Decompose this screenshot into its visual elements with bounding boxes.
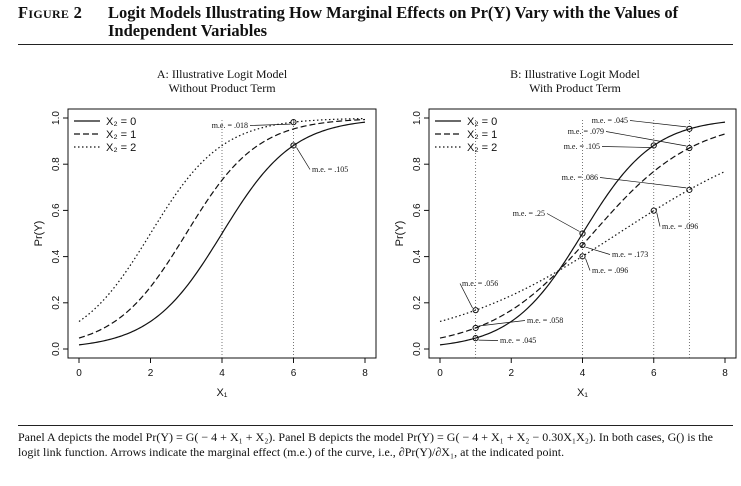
y-tick-label: 0.4	[412, 249, 423, 263]
annotation-arrow	[478, 320, 526, 327]
marked-point	[686, 125, 693, 132]
series-line	[439, 121, 726, 346]
marked-point	[472, 307, 479, 314]
figure-label: Figure 2	[18, 3, 83, 22]
y-tick-label: 0.0	[51, 342, 62, 356]
marked-point	[472, 335, 479, 342]
x-tick-label: 4	[580, 368, 586, 379]
marked-point	[472, 324, 479, 332]
legend-entry: X₂ = 1	[467, 129, 497, 141]
annotation-arrow	[599, 177, 687, 189]
annotation-arrow	[546, 213, 580, 232]
annotation-label: m.e. = .045	[500, 336, 536, 345]
x-tick-label: 0	[76, 368, 82, 379]
y-tick-label: 0.2	[412, 295, 423, 309]
top-rule	[18, 44, 733, 45]
y-tick-label: 0.8	[412, 157, 423, 171]
annotation-arrow	[629, 120, 687, 128]
marked-point	[686, 186, 693, 193]
panel-title: B: Illustrative Logit Model	[510, 67, 640, 81]
x-tick-label: 8	[362, 368, 368, 379]
series-line	[78, 121, 366, 346]
marked-point	[650, 207, 657, 214]
x-tick-label: 8	[722, 368, 728, 379]
annotation-label: m.e. = .079	[568, 127, 604, 136]
annotation-label: m.e. = .105	[564, 142, 600, 151]
marked-point	[290, 142, 297, 149]
panel-title: A: Illustrative Logit Model	[157, 67, 288, 81]
x-axis-label: X₁	[577, 387, 588, 399]
panel-subtitle: With Product Term	[529, 81, 621, 95]
annotation-label: m.e. = .045	[592, 116, 628, 125]
y-axis-label: Pr(Y)	[33, 221, 45, 247]
series-line	[439, 170, 726, 323]
legend-entry: X₂ = 1	[106, 129, 136, 141]
series-line	[78, 117, 366, 322]
legend-entry: X₂ = 2	[106, 142, 136, 154]
annotation-arrow	[585, 258, 591, 271]
annotation-arrow	[656, 212, 661, 227]
marked-point	[290, 119, 297, 126]
figure-caption: Panel A depicts the model Pr(Y) = G( − 4…	[18, 430, 713, 459]
annotation-label: m.e. = .105	[312, 165, 348, 174]
annotation-arrow	[601, 146, 651, 148]
y-tick-label: 0.6	[412, 203, 423, 217]
marked-point	[579, 253, 586, 260]
annotation-label: m.e. = .25	[513, 209, 545, 218]
figure-title: Logit Models Illustrating How Marginal E…	[108, 3, 679, 40]
annotation-arrow	[296, 147, 311, 170]
caption-rule	[18, 425, 733, 426]
annotation-label: m.e. = .173	[612, 250, 648, 259]
x-tick-label: 4	[219, 368, 225, 379]
marked-point	[650, 142, 657, 149]
series-line	[439, 133, 726, 339]
legend-entry: X₂ = 0	[106, 116, 136, 128]
y-tick-label: 1.0	[51, 111, 62, 125]
x-tick-label: 2	[148, 368, 154, 379]
marked-point	[686, 144, 693, 152]
annotation-label: m.e. = .096	[592, 266, 628, 275]
annotation-label: m.e. = .056	[462, 279, 498, 288]
legend-entry: X₂ = 0	[467, 116, 497, 128]
y-tick-label: 1.0	[412, 111, 423, 125]
y-axis-label: Pr(Y)	[394, 221, 406, 247]
y-tick-label: 0.0	[412, 342, 423, 356]
annotation-arrow	[249, 123, 291, 126]
y-tick-label: 0.4	[51, 249, 62, 263]
annotation-label: m.e. = .086	[562, 173, 598, 182]
legend-entry: X₂ = 2	[467, 142, 497, 154]
annotation-label: m.e. = .058	[527, 316, 563, 325]
marked-point	[579, 230, 586, 237]
x-tick-label: 6	[291, 368, 297, 379]
y-tick-label: 0.2	[51, 295, 62, 309]
x-tick-label: 6	[651, 368, 657, 379]
x-axis-label: X₁	[216, 387, 227, 399]
y-tick-label: 0.8	[51, 157, 62, 171]
x-tick-label: 0	[437, 368, 443, 379]
annotation-arrow	[585, 246, 611, 255]
annotation-arrow	[605, 131, 687, 147]
x-tick-label: 2	[508, 368, 514, 379]
annotation-label: m.e. = .096	[662, 222, 698, 231]
panel-subtitle: Without Product Term	[168, 81, 276, 95]
y-tick-label: 0.6	[51, 203, 62, 217]
annotation-label: m.e. = .018	[212, 121, 248, 130]
marked-point	[579, 241, 586, 249]
series-line	[78, 118, 366, 339]
annotation-arrow	[459, 283, 473, 309]
